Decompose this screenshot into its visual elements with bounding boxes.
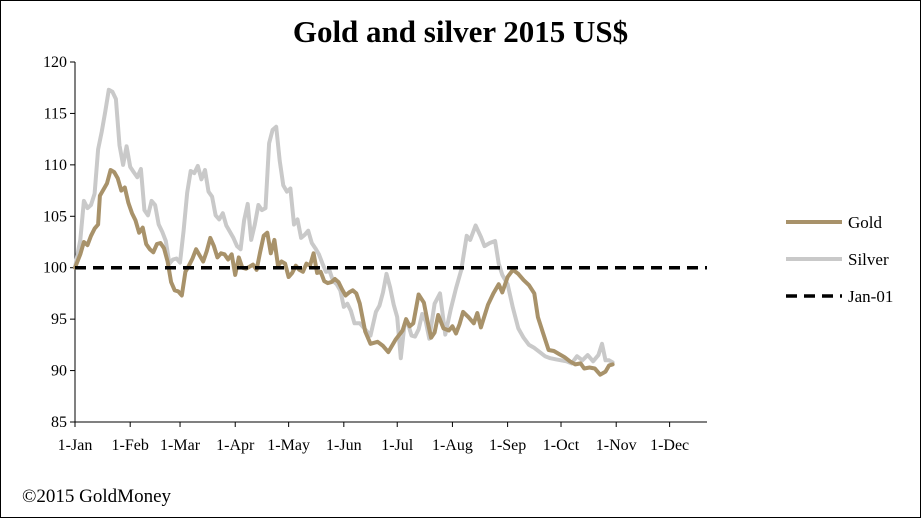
x-tick-label: 1-Mar: [160, 437, 201, 454]
y-tick-label: 90: [51, 363, 67, 380]
y-tick-label: 110: [44, 157, 67, 174]
y-tick-label: 95: [51, 311, 67, 328]
x-tick-label: 1-Dec: [650, 437, 689, 454]
x-tick-label: 1-Apr: [216, 437, 255, 454]
y-tick-label: 105: [43, 208, 67, 225]
x-tick-label: 1-Oct: [543, 437, 580, 454]
y-tick-label: 100: [43, 260, 67, 277]
y-tick-label: 85: [51, 414, 67, 431]
x-tick-label: 1-Aug: [432, 437, 473, 454]
x-tick-label: 1-Jul: [381, 437, 414, 454]
legend-label-jan-01: Jan-01: [848, 287, 893, 306]
x-tick-label: 1-Jun: [326, 437, 362, 454]
x-tick-label: 1-May: [267, 437, 310, 454]
series-line-silver: [73, 87, 615, 366]
x-tick-label: 1-Sep: [489, 437, 526, 454]
legend-label-silver: Silver: [848, 250, 889, 269]
x-tick-label: 1-Nov: [596, 437, 637, 454]
legend-label-gold: Gold: [848, 213, 883, 232]
series-line-gold: [73, 168, 615, 377]
x-tick-label: 1-Jan: [58, 437, 93, 454]
y-tick-label: 120: [43, 54, 67, 71]
x-tick-label: 1-Feb: [112, 437, 149, 454]
chart-title: Gold and silver 2015 US$: [292, 14, 629, 49]
y-tick-label: 115: [44, 105, 67, 122]
copyright-text: ©2015 GoldMoney: [22, 486, 172, 507]
